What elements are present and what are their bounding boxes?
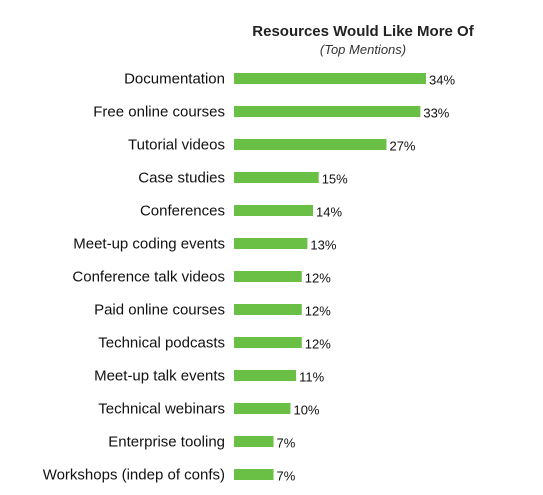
bar	[234, 139, 387, 150]
bars-group: Documentation 34% Free online courses 33% Tu…	[43, 71, 456, 484]
value-label: 27%	[389, 139, 415, 154]
category-label: Meet-up coding events	[73, 236, 225, 253]
category-label: Conference talk videos	[72, 269, 225, 286]
bar	[234, 238, 308, 249]
bar	[234, 106, 421, 117]
value-label: 7%	[277, 436, 296, 451]
bar	[234, 403, 291, 414]
value-label: 34%	[429, 73, 455, 88]
value-label: 14%	[316, 205, 342, 220]
value-label: 10%	[293, 403, 319, 418]
bar	[234, 370, 297, 381]
bar	[234, 205, 314, 216]
bar	[234, 469, 274, 480]
chart-subtitle: (Top Mentions)	[320, 42, 406, 57]
category-label: Paid online courses	[94, 302, 225, 319]
bar	[234, 436, 274, 447]
category-label: Documentation	[124, 71, 225, 88]
category-label: Tutorial videos	[128, 137, 225, 154]
category-label: Technical podcasts	[98, 335, 225, 352]
chart-title: Resources Would Like More Of	[252, 23, 474, 40]
value-label: 15%	[322, 172, 348, 187]
value-label: 12%	[305, 337, 331, 352]
value-label: 13%	[310, 238, 336, 253]
value-label: 7%	[277, 469, 296, 484]
category-label: Conferences	[140, 203, 225, 220]
value-label: 12%	[305, 271, 331, 286]
category-label: Case studies	[138, 170, 225, 187]
category-label: Free online courses	[93, 104, 225, 121]
category-label: Workshops (indep of confs)	[43, 467, 225, 484]
bar	[234, 73, 426, 84]
value-label: 11%	[299, 370, 324, 385]
category-label: Enterprise tooling	[108, 434, 225, 451]
bar	[234, 304, 302, 315]
bar	[234, 172, 319, 183]
bar	[234, 271, 302, 282]
category-label: Technical webinars	[98, 401, 225, 418]
category-label: Meet-up talk events	[94, 368, 225, 385]
value-label: 33%	[423, 106, 449, 121]
value-label: 12%	[305, 304, 331, 319]
bar	[234, 337, 302, 348]
